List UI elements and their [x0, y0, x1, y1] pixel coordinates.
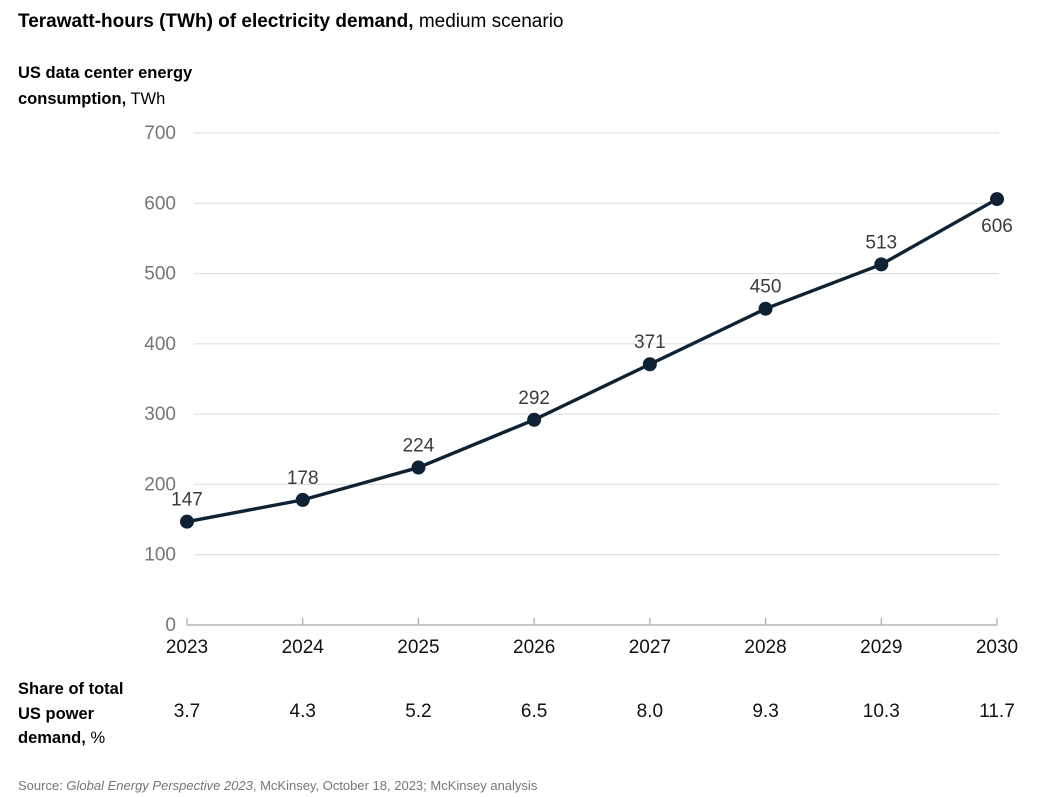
y-axis-tick-label: 600: [144, 193, 176, 214]
y-axis-tick-label: 700: [144, 123, 176, 144]
data-point-label: 224: [403, 436, 435, 457]
source-note: Source: Global Energy Perspective 2023, …: [18, 778, 537, 793]
y-axis-tick-label: 0: [165, 615, 176, 636]
source-suffix: , McKinsey, October 18, 2023; McKinsey a…: [252, 778, 538, 793]
data-point-label: 513: [865, 232, 897, 253]
y-axis-tick-label: 200: [144, 474, 176, 495]
x-axis-label: 2026: [513, 637, 555, 658]
share-value: 4.3: [290, 701, 316, 722]
share-row-label-unit: %: [90, 729, 106, 747]
y-axis-tick-label: 400: [144, 334, 176, 355]
y-axis-title-line1: US data center energy: [18, 64, 193, 82]
data-point: [180, 514, 194, 529]
data-point: [411, 460, 426, 475]
y-axis-title: US data center energy consumption, TWh: [18, 60, 192, 112]
data-point: [642, 357, 657, 372]
data-point: [758, 301, 773, 316]
x-axis-label: 2029: [860, 637, 902, 658]
x-axis-label: 2028: [744, 637, 786, 658]
data-point-label: 606: [981, 216, 1013, 237]
share-value: 5.2: [405, 701, 431, 722]
share-value: 10.3: [863, 701, 900, 722]
y-axis-tick-label: 500: [144, 264, 176, 285]
data-point: [527, 412, 542, 427]
share-value: 6.5: [521, 701, 547, 722]
source-prefix: Source:: [18, 778, 67, 793]
share-row-label-line2: US power: [18, 704, 95, 723]
y-axis-tick-label: 100: [144, 545, 176, 566]
x-axis-label: 2025: [397, 637, 439, 658]
data-point: [874, 257, 889, 272]
x-axis-label: 2024: [282, 637, 325, 658]
y-axis-title-unit: TWh: [130, 90, 166, 108]
share-row-label-line1: Share of total: [18, 680, 124, 698]
share-row-label-line3: demand,: [18, 729, 86, 747]
share-value: 11.7: [979, 701, 1015, 722]
x-axis-label: 2023: [166, 637, 208, 658]
data-point-label: 178: [287, 468, 319, 489]
share-value: 8.0: [637, 701, 663, 722]
x-axis-label: 2027: [629, 637, 671, 658]
y-axis-title-line2: consumption,: [18, 90, 127, 108]
share-row-label: Share of total US power demand, %: [18, 677, 123, 751]
y-axis-tick-label: 300: [144, 404, 176, 425]
data-point-label: 450: [750, 277, 782, 298]
data-point-label: 292: [518, 388, 550, 409]
data-point: [990, 192, 1004, 207]
chart-title-bold: Terawatt-hours (TWh) of electricity dema…: [18, 11, 414, 32]
data-point-label: 147: [171, 490, 203, 511]
chart-title-regular: medium scenario: [418, 11, 564, 32]
share-value: 9.3: [752, 701, 778, 722]
trend-line: [186, 197, 998, 524]
chart-title: Terawatt-hours (TWh) of electricity dema…: [18, 11, 563, 33]
x-axis-label: 2030: [976, 637, 1018, 658]
data-point: [295, 492, 310, 507]
source-publication: Global Energy Perspective 2023: [66, 778, 253, 793]
data-point-label: 371: [634, 332, 666, 353]
share-value: 3.7: [174, 701, 200, 722]
